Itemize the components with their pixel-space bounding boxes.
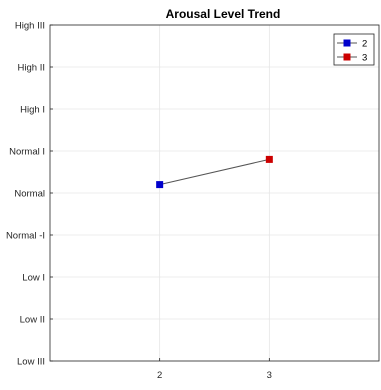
legend-label: 3 [362, 53, 367, 64]
x-tick-label: 3 [267, 370, 272, 381]
y-tick-label: Low III [17, 357, 45, 368]
y-tick-label: Low I [22, 273, 45, 284]
series-layer [156, 155, 273, 189]
y-tick-label: High III [15, 21, 45, 32]
legend-marker [343, 53, 351, 61]
chart-title: Arousal Level Trend [166, 7, 281, 21]
y-tick-label: Normal [14, 189, 45, 200]
y-tick-label: Normal I [9, 147, 45, 158]
data-point-3 [265, 155, 273, 163]
legend-box [333, 33, 375, 66]
legend: 23 [333, 33, 375, 66]
trend-line-segment [159, 158, 270, 186]
legend-marker [343, 39, 351, 47]
y-tick-label: High II [18, 63, 45, 74]
data-point-2 [156, 181, 164, 189]
legend-label: 2 [362, 39, 367, 50]
y-tick-label: Normal -I [6, 231, 45, 242]
y-tick-label: High I [20, 105, 45, 116]
x-tick-label: 2 [157, 370, 162, 381]
y-axis: Low III Low II Low I Normal -I Normal Normal … [6, 21, 53, 368]
y-tick-label: Low II [20, 315, 45, 326]
